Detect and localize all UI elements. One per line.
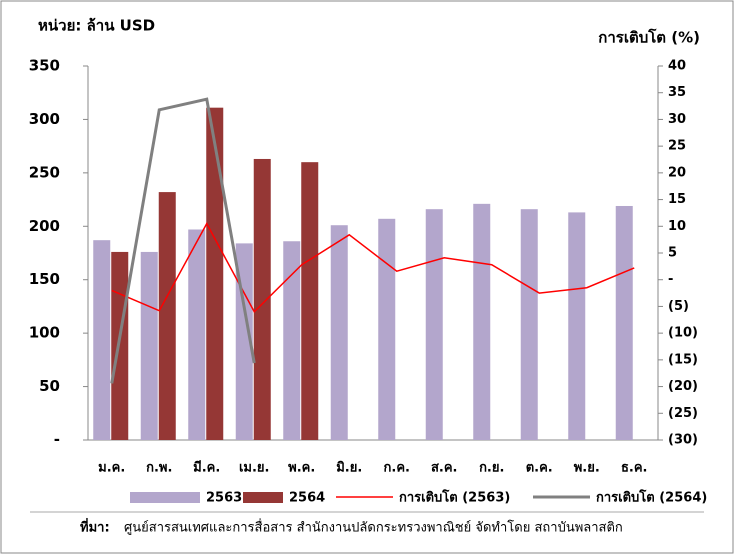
y2-axis-label: การเติบโต (%) [598,28,700,47]
x-tick-label: ก.ค. [384,461,410,476]
bar [158,192,176,440]
bar [188,229,206,440]
y2-tick-label: 15 [668,192,686,207]
y2-tick-label: 30 [668,112,686,127]
y2-tick-label: 40 [668,59,686,74]
line [111,222,635,314]
legend-label: การเติบโต (2563) [399,489,510,506]
bar [615,205,633,440]
x-tick-label: มี.ค. [193,460,220,476]
y-tick-label: 100 [29,324,60,342]
y-tick-label: 250 [29,163,60,181]
x-tick-label: ม.ค. [98,461,125,476]
bar [253,158,271,441]
legend-label: 2564 [289,491,325,506]
y2-tick-label: (30) [668,433,698,448]
x-tick-label: ส.ค. [431,461,458,476]
y2-tick-label: (15) [668,352,698,367]
bar [378,218,396,440]
bar [301,162,319,440]
legend-label: การเติบโต (2564) [596,489,707,506]
bar [93,240,111,440]
x-tick-label: เม.ย. [239,461,270,476]
x-tick-label: ต.ค. [526,461,553,476]
y2-tick-label: (5) [668,299,689,314]
y2-tick-label: (25) [668,406,698,421]
x-tick-label: ธ.ค. [621,461,648,476]
y-tick-label: - [54,431,60,449]
source-label: ที่มา: [80,518,110,536]
bar [140,251,158,440]
x-tick-label: พ.ย. [574,461,600,476]
y-tick-label: 300 [29,110,60,128]
y-tick-label: 350 [29,57,60,75]
legend-label: 2563 [206,491,242,506]
bar [235,243,253,440]
y2-tick-label: 25 [668,139,686,154]
bar [520,209,538,440]
legend-swatch [130,492,200,503]
y2-tick-label: 10 [668,219,686,234]
x-tick-label: มิ.ย. [336,461,362,476]
bar [473,203,491,440]
y2-tick-label: 20 [668,165,686,180]
line [110,97,256,384]
y-tick-label: 200 [29,217,60,235]
bar [283,241,301,440]
bar [330,225,348,440]
y2-tick-label: 5 [668,246,677,261]
x-tick-label: ก.พ. [146,461,172,476]
y2-tick-label: (20) [668,379,698,394]
legend-swatch [243,492,283,503]
y-axis-label: หน่วย: ล้าน USD [38,17,155,35]
x-tick-label: ก.ย. [479,461,504,476]
y-tick-label: 150 [29,270,60,288]
bar [568,212,586,440]
x-tick-label: พ.ค. [288,461,315,476]
y-tick-label: 50 [39,377,60,395]
y2-tick-label: 35 [668,85,686,100]
source: ศูนย์สารสนเทศและการสื่อสาร สำนักงานปลัดก… [124,519,623,536]
y2-tick-label: - [668,272,673,287]
y2-tick-label: (10) [668,326,698,341]
bar [206,107,224,440]
bar [425,209,443,440]
